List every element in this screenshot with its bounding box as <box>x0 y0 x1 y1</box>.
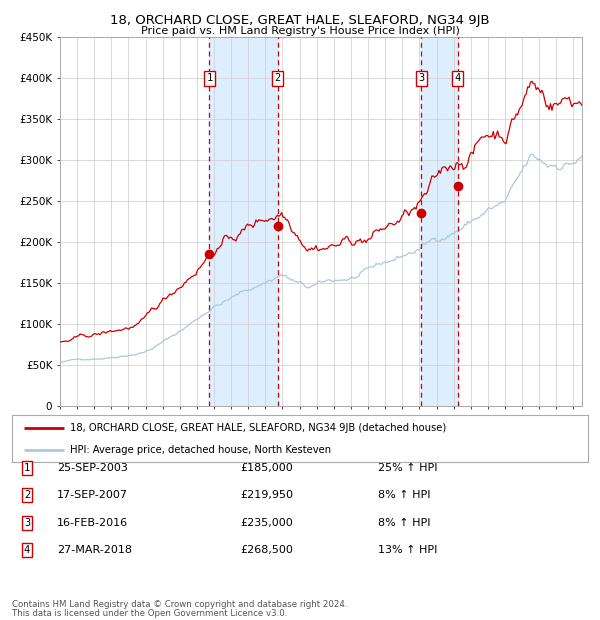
Text: Contains HM Land Registry data © Crown copyright and database right 2024.: Contains HM Land Registry data © Crown c… <box>12 600 347 609</box>
Text: Price paid vs. HM Land Registry's House Price Index (HPI): Price paid vs. HM Land Registry's House … <box>140 26 460 36</box>
Text: 3: 3 <box>24 518 30 528</box>
Text: 18, ORCHARD CLOSE, GREAT HALE, SLEAFORD, NG34 9JB: 18, ORCHARD CLOSE, GREAT HALE, SLEAFORD,… <box>110 14 490 27</box>
Text: 13% ↑ HPI: 13% ↑ HPI <box>378 545 437 555</box>
Text: 8% ↑ HPI: 8% ↑ HPI <box>378 518 431 528</box>
Text: 2: 2 <box>274 73 281 83</box>
Text: 2: 2 <box>24 490 30 500</box>
Text: 18, ORCHARD CLOSE, GREAT HALE, SLEAFORD, NG34 9JB (detached house): 18, ORCHARD CLOSE, GREAT HALE, SLEAFORD,… <box>70 423 446 433</box>
Bar <box>209 37 278 406</box>
Text: £268,500: £268,500 <box>240 545 293 555</box>
Text: 8% ↑ HPI: 8% ↑ HPI <box>378 490 431 500</box>
Text: £235,000: £235,000 <box>240 518 293 528</box>
Text: 25-SEP-2003: 25-SEP-2003 <box>57 463 128 473</box>
Text: 4: 4 <box>455 73 461 83</box>
Text: 1: 1 <box>24 463 30 473</box>
Text: 17-SEP-2007: 17-SEP-2007 <box>57 490 128 500</box>
Bar <box>421 37 458 406</box>
Text: 27-MAR-2018: 27-MAR-2018 <box>57 545 132 555</box>
Text: 4: 4 <box>24 545 30 555</box>
Text: This data is licensed under the Open Government Licence v3.0.: This data is licensed under the Open Gov… <box>12 609 287 618</box>
Text: 3: 3 <box>418 73 425 83</box>
Text: £219,950: £219,950 <box>240 490 293 500</box>
Text: 16-FEB-2016: 16-FEB-2016 <box>57 518 128 528</box>
Text: HPI: Average price, detached house, North Kesteven: HPI: Average price, detached house, Nort… <box>70 445 331 455</box>
Text: 1: 1 <box>206 73 212 83</box>
Text: £185,000: £185,000 <box>240 463 293 473</box>
Text: 25% ↑ HPI: 25% ↑ HPI <box>378 463 437 473</box>
